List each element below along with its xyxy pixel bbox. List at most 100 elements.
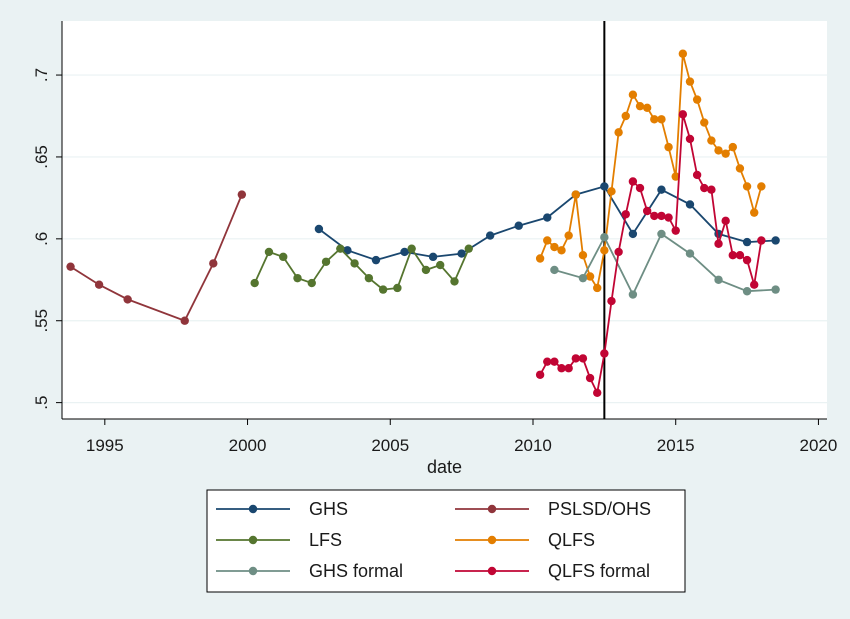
data-point-qlfs [714,146,723,155]
data-point-qlfs-formal [585,373,595,383]
data-point-qlfs [607,187,616,196]
data-point-lfs [407,244,416,253]
data-point-lfs [336,244,345,253]
data-point-ghs [600,182,609,191]
data-point-qlfs-formal [635,183,645,193]
data-point-ghs [371,255,381,265]
series-ghs-formal [550,229,780,299]
legend-marker [248,566,258,576]
data-point-ghs-formal [600,232,609,242]
data-point-lfs [364,273,374,283]
data-point-qlfs [585,272,595,281]
legend-label: LFS [309,530,342,550]
data-point-pslsd-ohs [94,280,104,289]
data-point-qlfs-formal [700,183,709,193]
data-point-qlfs-formal [607,296,616,306]
legend-label: QLFS [548,530,595,550]
legend-item-ghs-formal: GHS formal [216,561,403,581]
data-point-qlfs-formal [564,364,573,373]
data-point-qlfs-formal [757,236,766,245]
series-pslsd-ohs [66,190,247,325]
data-point-ghs [657,185,666,194]
data-point-qlfs-formal [535,370,545,379]
data-point-ghs [514,221,523,230]
data-point-qlfs [700,118,709,127]
data-point-qlfs-formal [685,134,695,144]
data-point-lfs [421,265,431,275]
data-point-qlfs-formal [707,185,716,194]
data-point-ghs-formal [628,290,638,299]
data-point-pslsd-ohs [180,316,189,325]
data-point-lfs [450,277,459,286]
data-point-qlfs [571,190,581,199]
axes: .5 .55 .6 .65 .7 1995 2000 2005 2010 2015 2020 [32,21,837,455]
data-point-qlfs [600,246,609,255]
legend-label: PSLSD/OHS [548,499,651,519]
legend-label: GHS formal [309,561,403,581]
x-tick-label: 1995 [86,436,124,455]
legend-item-pslsd-ohs: PSLSD/OHS [455,499,651,519]
data-point-lfs [307,278,316,288]
y-tick-label: .5 [32,396,51,410]
data-point-pslsd-ohs [209,259,218,268]
grid-lines [62,74,827,404]
data-point-qlfs-formal [642,206,652,216]
data-point-ghs [400,247,409,257]
data-point-qlfs-formal [571,354,581,363]
data-point-ghs [314,224,324,234]
data-point-ghs-formal [578,273,588,283]
y-tick-label: .55 [32,309,51,333]
data-point-ghs-formal [657,229,666,239]
data-point-qlfs-formal [721,216,730,226]
data-point-ghs [628,229,638,239]
legend: GHS PSLSD/OHS LFS QLFS GHS formal QLFS formal [206,489,686,593]
data-point-qlfs [628,90,638,99]
data-point-ghs-formal [714,275,723,284]
data-point-lfs [378,285,388,294]
data-point-qlfs-formal [692,170,702,180]
data-point-qlfs-formal [557,364,566,373]
y-tick-label: .65 [32,145,51,169]
data-point-qlfs-formal [678,110,688,119]
data-point-pslsd-ohs [123,295,132,304]
data-point-ghs [685,200,695,209]
series-ghs [314,182,780,265]
x-tick-label: 2015 [657,436,695,455]
data-point-qlfs [550,242,559,252]
data-point-qlfs [614,128,623,137]
data-point-ghs [428,252,438,262]
data-point-qlfs [757,182,766,191]
data-point-qlfs-formal [728,251,738,260]
data-point-qlfs-formal [671,226,680,235]
data-point-qlfs-formal [543,357,552,366]
data-point-qlfs [664,142,673,152]
data-point-lfs [436,260,445,270]
data-point-qlfs-formal [614,247,623,257]
data-point-qlfs [564,231,573,240]
data-point-lfs [264,247,274,257]
data-point-qlfs-formal [628,177,638,186]
legend-marker [248,535,258,545]
data-point-ghs [457,249,466,258]
data-point-qlfs-formal [650,211,659,221]
data-point-qlfs [678,49,688,58]
data-point-lfs [293,273,302,283]
legend-item-ghs: GHS [216,499,348,519]
legend-box [206,489,686,593]
series-qlfs [535,49,766,293]
data-point-qlfs [578,251,588,260]
legend-marker [487,504,497,514]
series-line-pslsd-ohs [70,194,243,322]
x-axis-title: date [427,457,462,477]
data-point-qlfs [671,172,680,181]
legend-marker [248,504,258,514]
legend-marker [487,566,497,576]
data-point-pslsd-ohs [66,262,75,271]
series-qlfs-formal [535,110,766,397]
data-point-ghs [543,213,552,222]
data-point-ghs-formal [771,285,780,294]
legend-item-qlfs: QLFS [455,530,595,550]
legend-label: QLFS formal [548,561,650,581]
data-point-ghs-formal [742,287,752,296]
data-point-lfs [279,252,288,262]
